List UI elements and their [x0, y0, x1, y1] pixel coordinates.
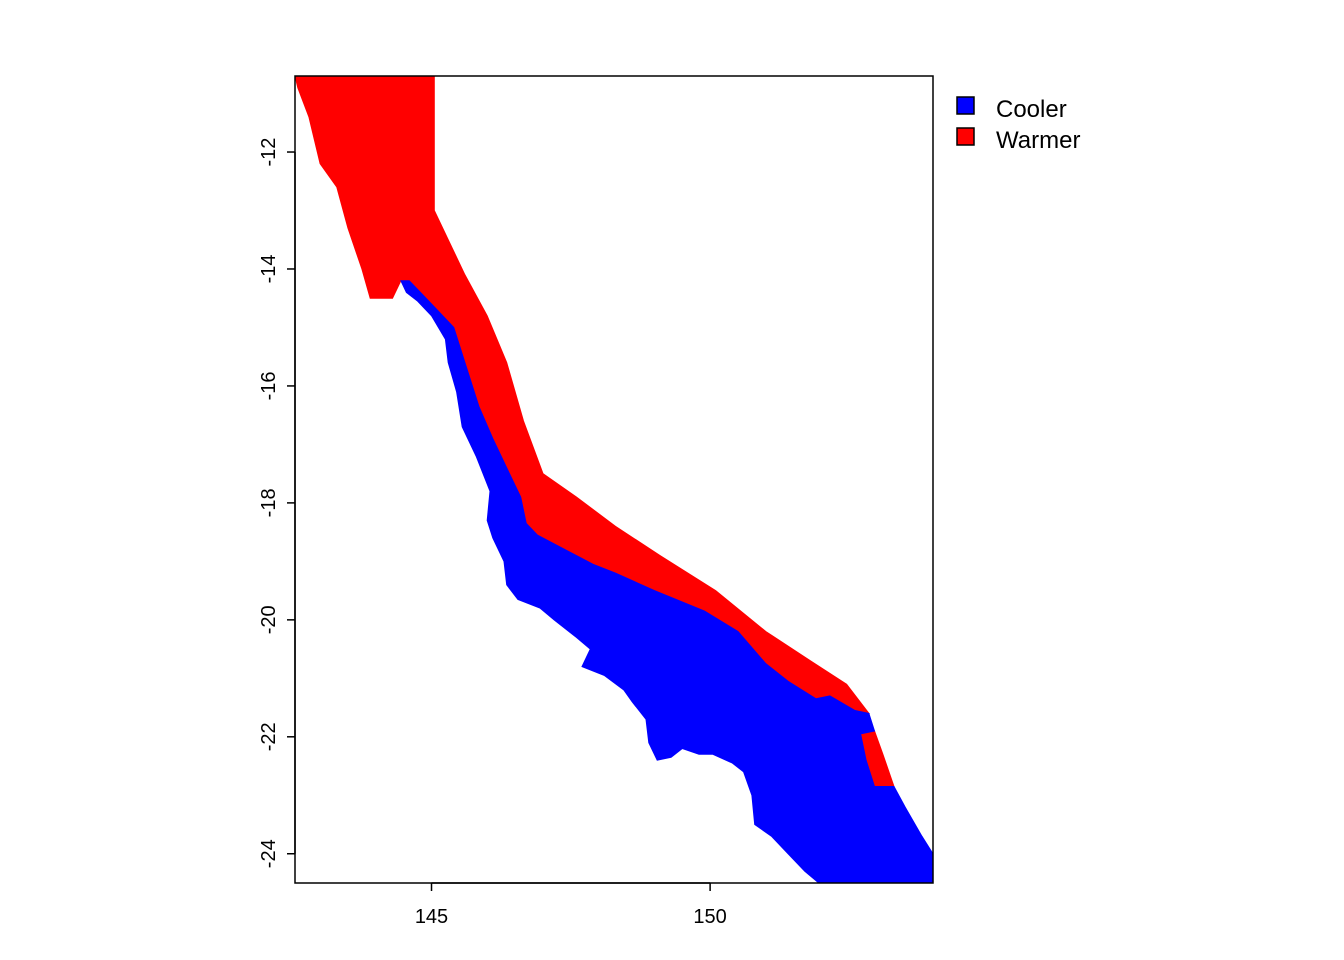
y-axis: -12 -14 -16 -18 -20 -22 -24 — [258, 138, 296, 868]
x-tick-label: 145 — [415, 906, 448, 928]
y-tick-label: -22 — [258, 722, 280, 751]
y-tick-label: -18 — [258, 488, 280, 517]
y-tick-label: -16 — [258, 371, 280, 400]
regions-layer — [295, 76, 933, 883]
y-tick-label: -20 — [258, 605, 280, 634]
legend-label-warmer: Warmer — [996, 127, 1080, 154]
legend-label-cooler: Cooler — [996, 96, 1067, 123]
cooler-region — [400, 280, 933, 883]
legend-swatch-cooler — [956, 96, 975, 115]
y-tick-label: -24 — [258, 839, 280, 868]
legend-item-cooler: Cooler — [956, 96, 1067, 123]
legend-swatch-warmer — [956, 127, 975, 146]
map-plot-area — [294, 75, 934, 884]
legend: Cooler Warmer — [956, 96, 1080, 154]
x-axis: 145 150 — [415, 882, 727, 928]
y-tick-label: -14 — [258, 255, 280, 284]
y-tick-label: -12 — [258, 138, 280, 167]
legend-item-warmer: Warmer — [956, 127, 1080, 154]
x-tick-label: 150 — [693, 906, 726, 928]
